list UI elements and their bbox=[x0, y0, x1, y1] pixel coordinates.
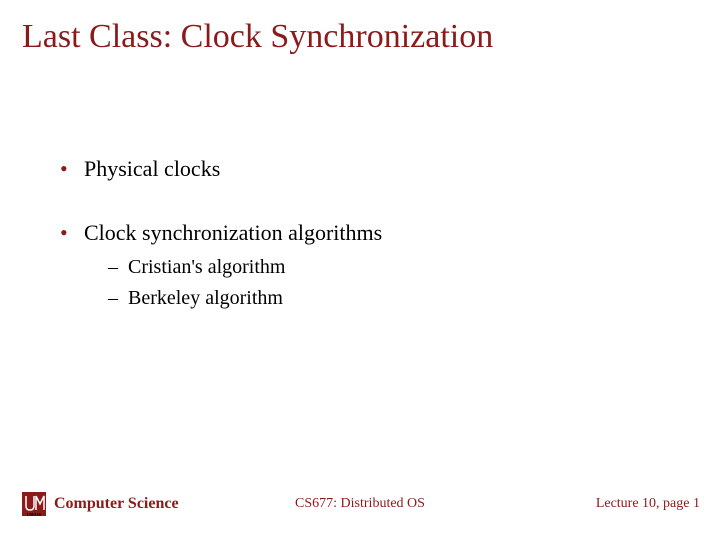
sub-bullet-text: Berkeley algorithm bbox=[128, 287, 283, 309]
svg-text:UMASS: UMASS bbox=[27, 512, 42, 517]
sub-bullet-item: Cristian's algorithm bbox=[84, 256, 720, 279]
bullet-item: Physical clocks bbox=[60, 156, 720, 182]
bullet-item: Clock synchronization algorithms Cristia… bbox=[60, 220, 720, 310]
footer-course: CS677: Distributed OS bbox=[295, 496, 425, 512]
footer-department: Computer Science bbox=[54, 495, 179, 513]
slide-footer: UMASS Computer Science CS677: Distribute… bbox=[0, 490, 720, 518]
bullet-list: Physical clocks Clock synchronization al… bbox=[60, 156, 720, 310]
umass-logo-icon: UMASS bbox=[20, 490, 48, 518]
sub-bullet-text: Cristian's algorithm bbox=[128, 256, 285, 278]
footer-left: UMASS Computer Science bbox=[20, 490, 179, 518]
bullet-text: Clock synchronization algorithms bbox=[84, 220, 382, 245]
sub-bullet-item: Berkeley algorithm bbox=[84, 287, 720, 310]
sub-bullet-list: Cristian's algorithm Berkeley algorithm bbox=[84, 256, 720, 310]
bullet-text: Physical clocks bbox=[84, 156, 220, 181]
slide-content: Physical clocks Clock synchronization al… bbox=[0, 56, 720, 310]
slide-title: Last Class: Clock Synchronization bbox=[0, 0, 720, 56]
footer-page-info: Lecture 10, page 1 bbox=[596, 496, 700, 512]
